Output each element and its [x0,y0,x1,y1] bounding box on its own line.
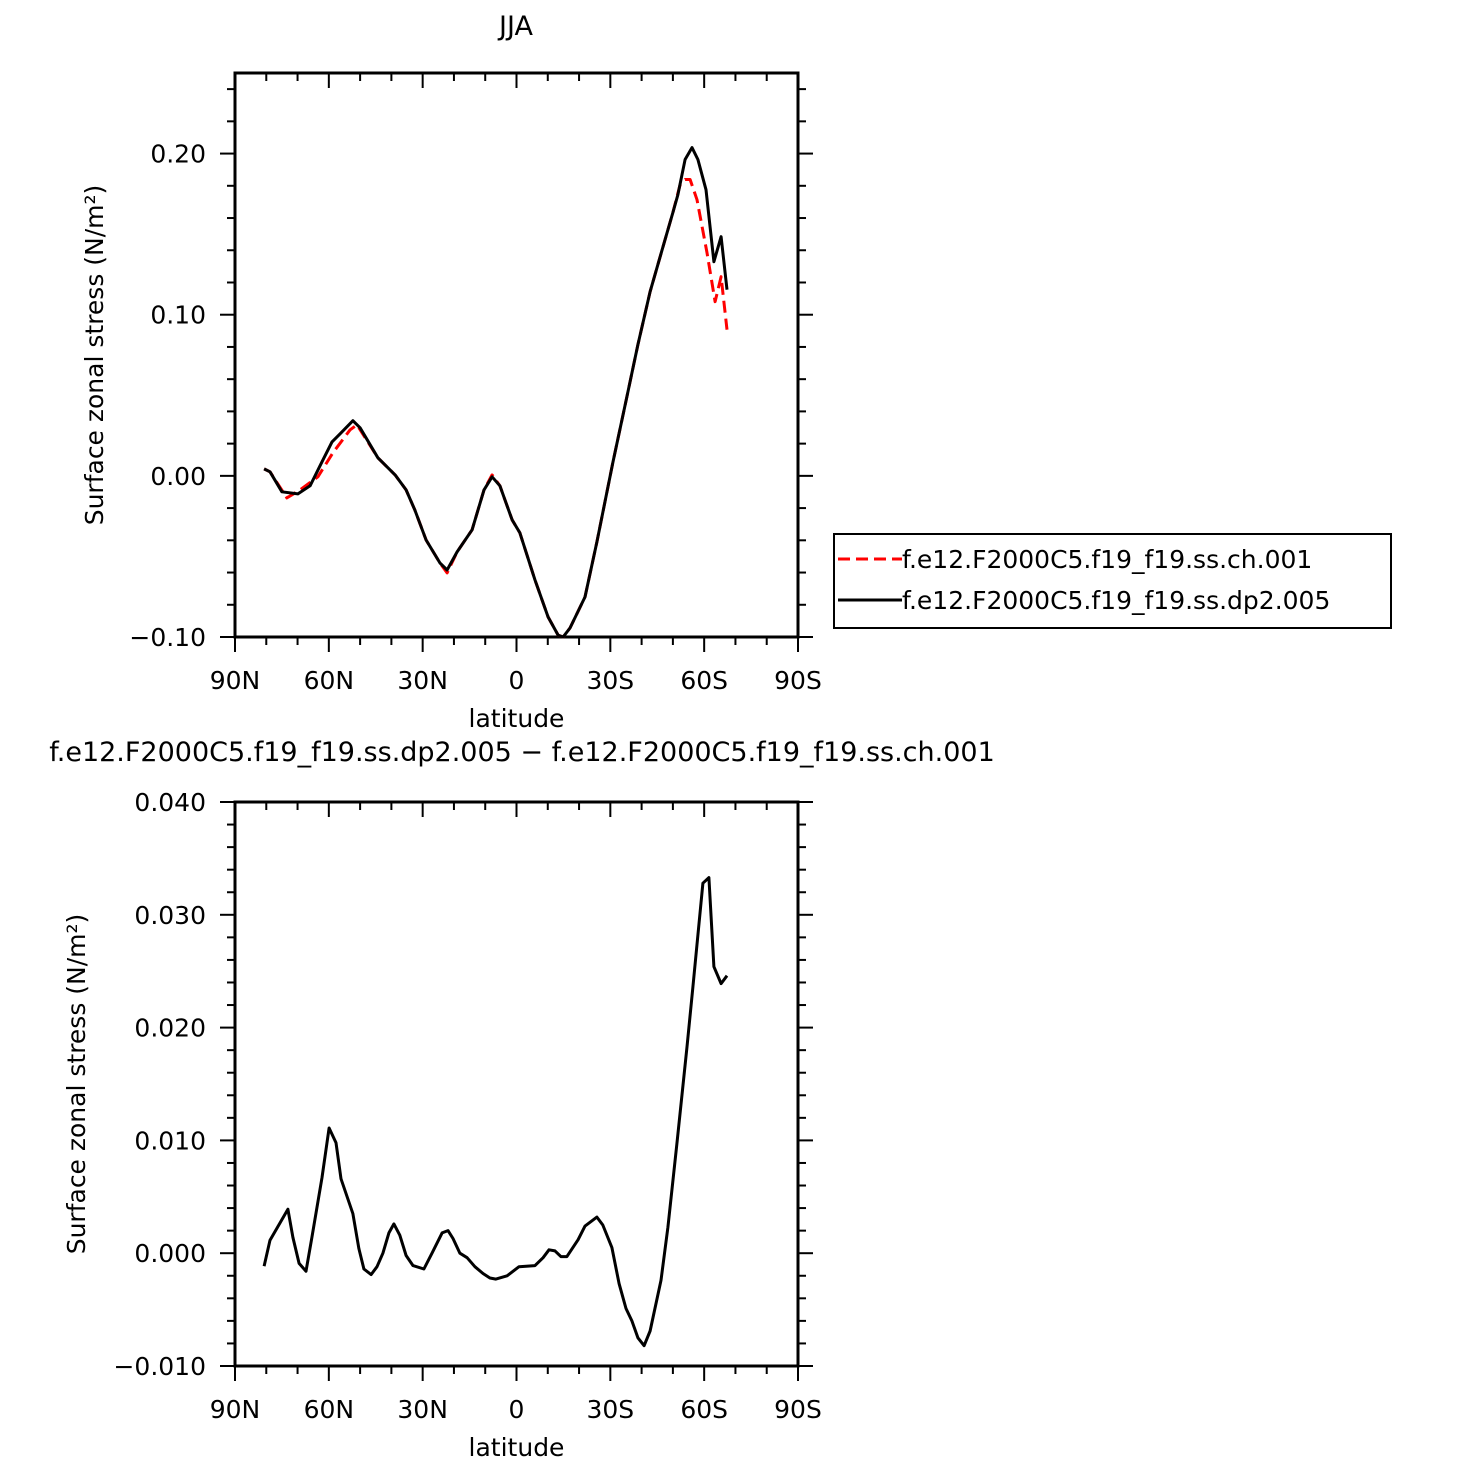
x-tick-label: 60N [304,666,355,695]
y-tick-label: 0.010 [134,1126,206,1155]
x-tick-label: 60N [304,1395,355,1424]
y-tick-label: 0.10 [150,301,206,330]
y-tick-label: −0.10 [129,623,206,652]
legend-label-ch001: f.e12.F2000C5.f19_f19.ss.ch.001 [902,545,1312,574]
x-axis-label: latitude [469,1433,565,1462]
y-tick-label: 0.000 [134,1239,206,1268]
plot-title: f.e12.F2000C5.f19_f19.ss.dp2.005 − f.e12… [49,737,995,768]
x-tick-label: 30S [586,1395,634,1424]
series-line-black-solid [263,146,729,639]
x-axis-label: latitude [469,704,565,733]
plot-frame [233,71,800,639]
legend: f.e12.F2000C5.f19_f19.ss.ch.001 f.e12.F2… [833,533,1392,629]
x-tick-label: 90N [210,666,261,695]
x-tick-label: 90S [774,666,822,695]
y-tick-label: −0.010 [113,1352,206,1381]
plot-frame [233,800,800,1368]
series-line-red-dashed [263,178,729,639]
y-axis-label: Surface zonal stress (N/m²) [62,914,91,1255]
top-plot-jja: 90N 60N 30N 0 30S 60S 90S −0.10 0.00 0.10 0.20 lati… [80,11,822,733]
y-tick-label: 0.020 [134,1014,206,1043]
y-tick-label: 0.20 [150,140,206,169]
x-tick-label: 0 [509,1395,525,1424]
x-tick-label: 60S [680,666,728,695]
legend-box [833,533,1392,629]
x-tick-label: 0 [509,666,525,695]
y-axis-label: Surface zonal stress (N/m²) [80,185,109,526]
plot-title: JJA [497,11,533,42]
x-tick-label: 90S [774,1395,822,1424]
x-tick-label: 30N [397,1395,448,1424]
bottom-plot-difference: 90N 60N 30N 0 30S 60S 90S −0.010 0.000 0.010 0.020… [49,737,995,1462]
x-tick-label: 30N [397,666,448,695]
series-line-black-solid [262,876,729,1348]
x-tick-label: 60S [680,1395,728,1424]
legend-label-dp2005: f.e12.F2000C5.f19_f19.ss.dp2.005 [902,586,1330,615]
x-tick-label: 90N [210,1395,261,1424]
y-tick-label: 0.00 [150,462,206,491]
y-tick-label: 0.030 [134,901,206,930]
x-tick-label: 30S [586,666,634,695]
y-tick-label: 0.040 [134,788,206,817]
